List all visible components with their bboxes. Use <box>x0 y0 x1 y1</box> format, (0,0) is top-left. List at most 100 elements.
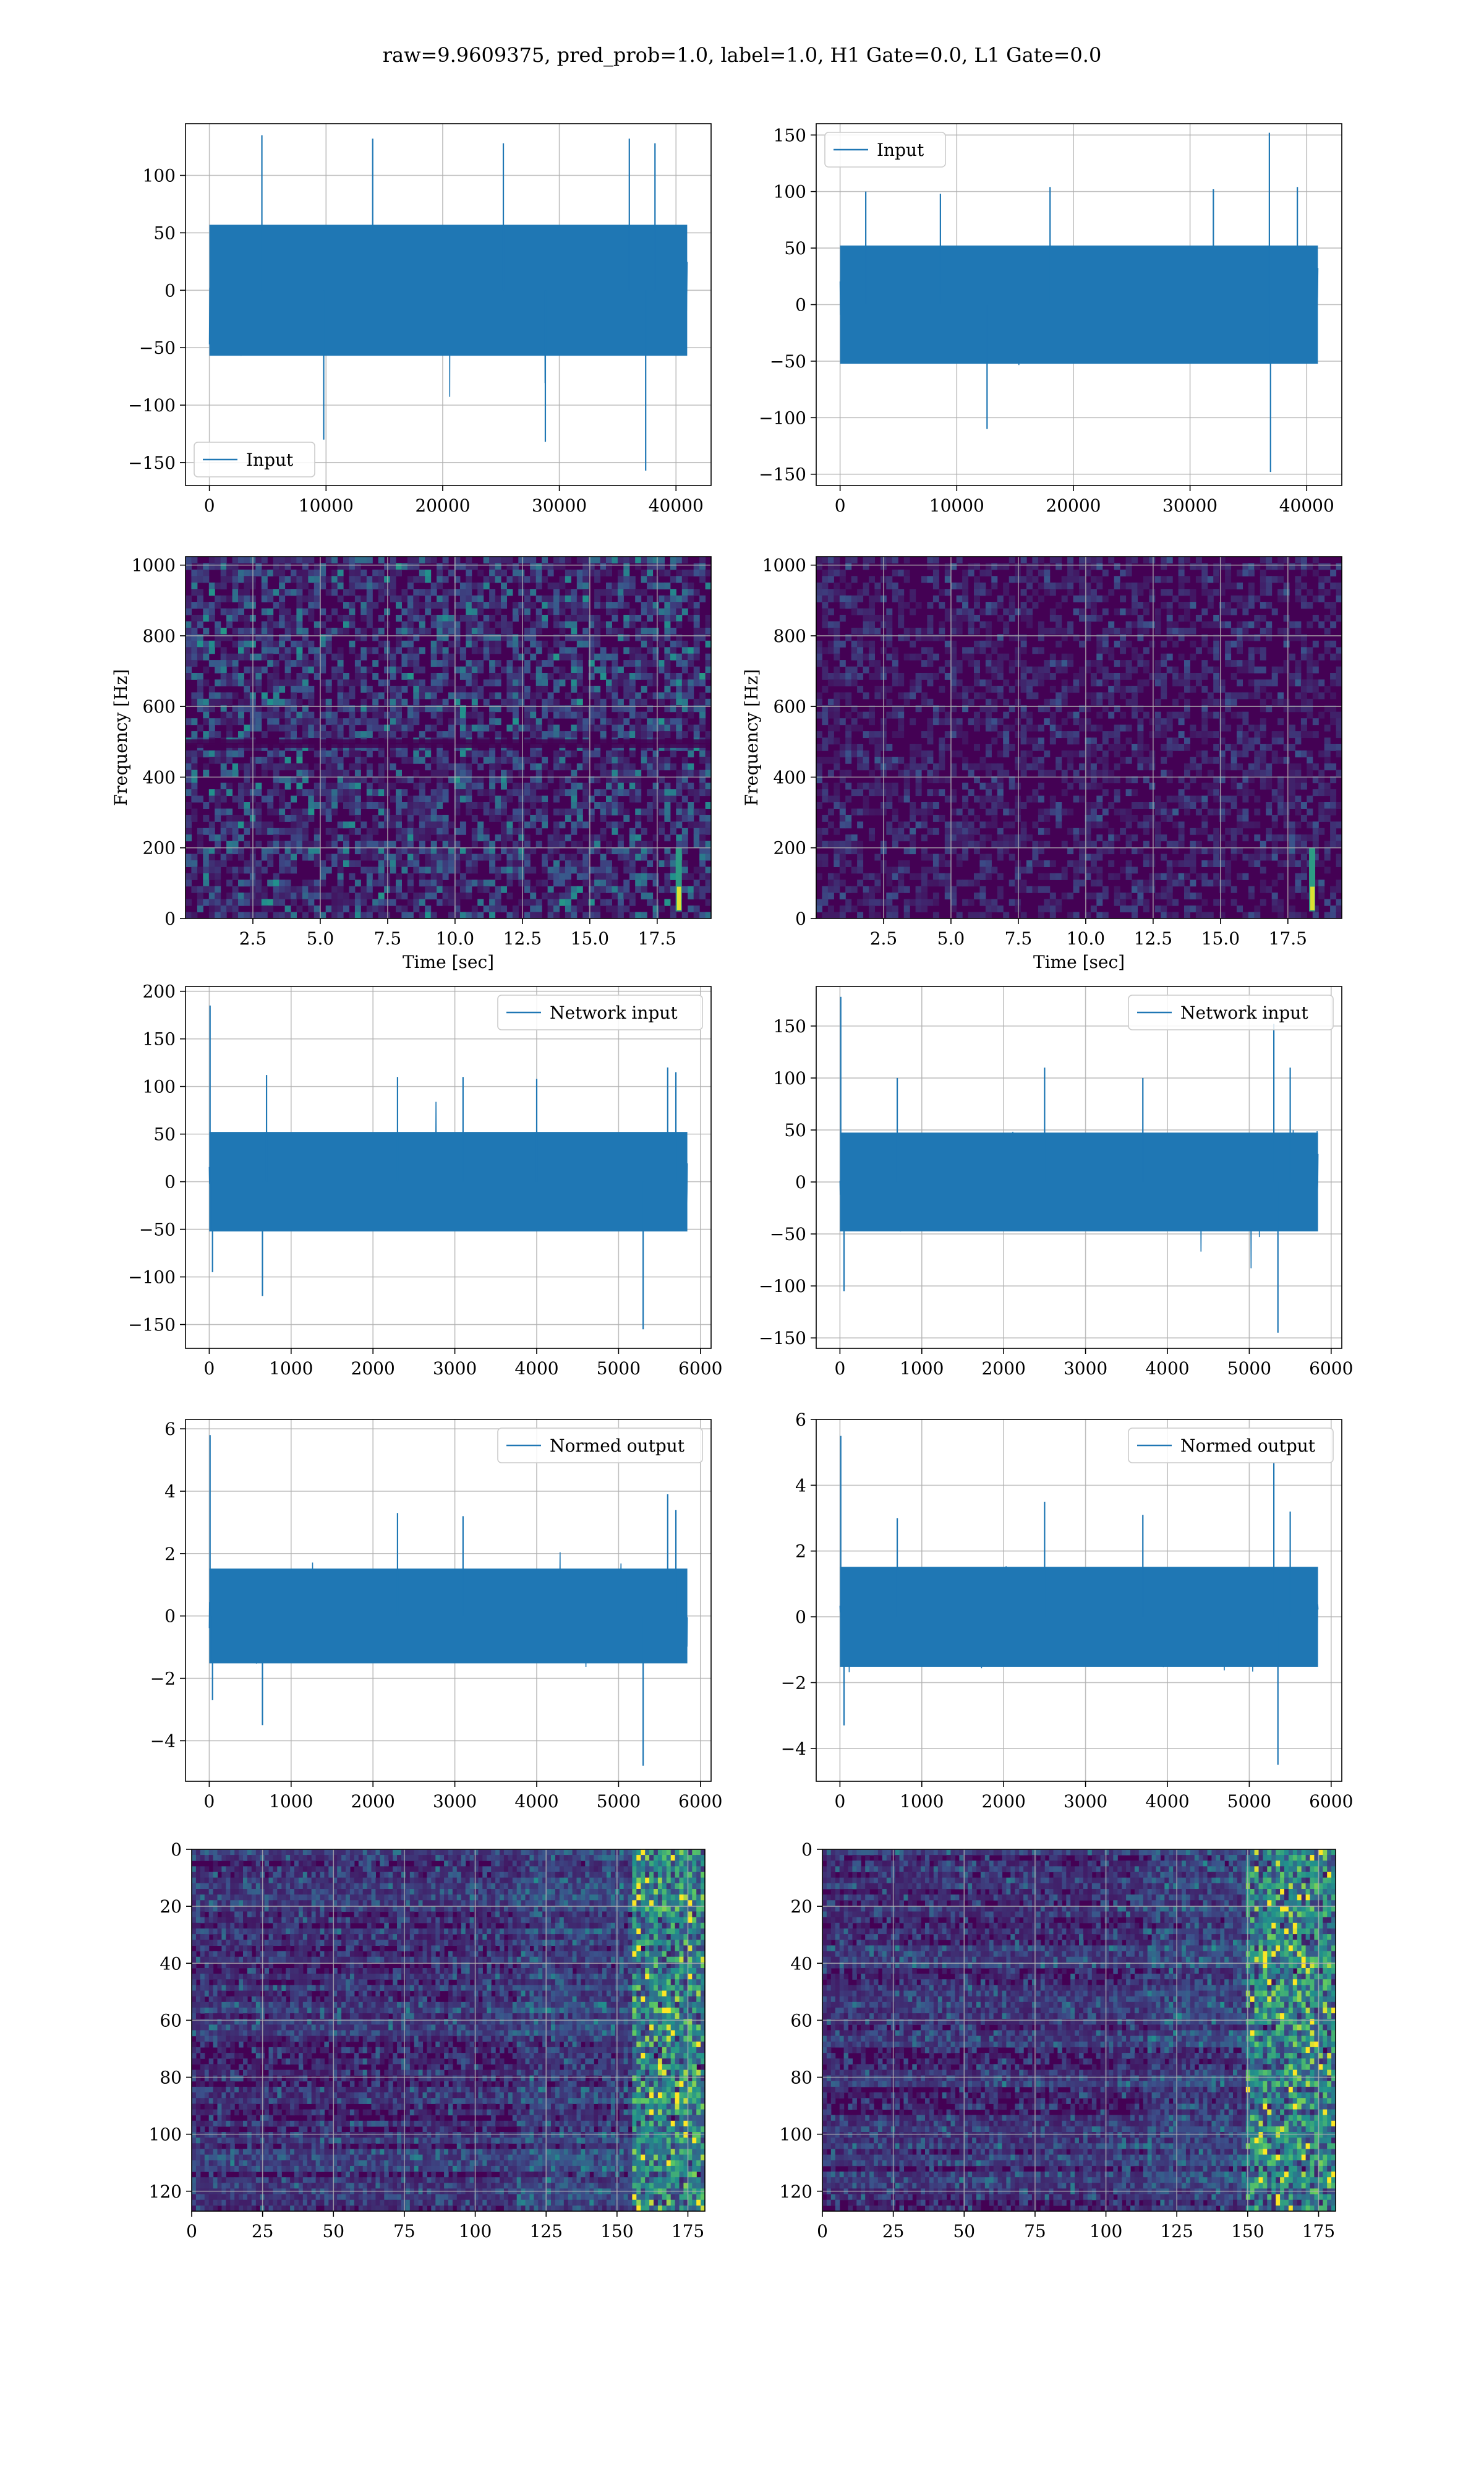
xtick-label: 125 <box>529 2221 562 2241</box>
plot-area-r3c1 <box>186 987 711 1348</box>
panel-r2c1: 2.5 5.0 7.5 10.0 12.5 15.0 17.5 0 200 400 600 800 10… <box>111 555 712 972</box>
ticks-r2c2: 2.5 5.0 7.5 10.0 12.5 15.0 17.5 0 200 400 600 800 10… <box>762 555 1307 949</box>
ytick-label: 150 <box>143 1029 176 1050</box>
xtick-label: 30000 <box>532 495 587 516</box>
panels: 0 10000 20000 30000 40000−150−100−50050100In… <box>111 123 1354 2241</box>
dark-row-feature <box>186 739 711 745</box>
ticks-r4c1: 0 1000 2000 3000 4000 5000 6000 −4 −2 0 2 4 6 <box>150 1419 723 1812</box>
xtick-label: 15.0 <box>1201 928 1240 949</box>
xtick-label: 7.5 <box>1005 928 1033 949</box>
xtick-label: 2000 <box>982 1791 1026 1812</box>
ytick-label: 0 <box>164 1172 176 1192</box>
panel-r4c1: 0 1000 2000 3000 4000 5000 6000 −4 −2 0 2 4 6 Normed … <box>150 1419 723 1812</box>
ytick-label: 100 <box>143 1077 176 1097</box>
xtick-label: 30000 <box>1162 495 1217 516</box>
axes-frame-r5c1 <box>191 1849 706 2212</box>
ytick-label: 100 <box>774 1068 806 1089</box>
xtick-label: 25 <box>882 2221 905 2241</box>
chirp-feature <box>1309 847 1316 912</box>
ytick-label: −150 <box>759 464 806 485</box>
ytick-label: −50 <box>770 351 806 372</box>
xtick-label: 50 <box>322 2221 344 2241</box>
ytick-label: 0 <box>164 1606 176 1627</box>
legend-r3c2: Network input <box>1128 995 1334 1030</box>
xtick-label: 0 <box>203 1791 215 1812</box>
x-axis-label: Time [sec] <box>1033 952 1125 972</box>
xtick-label: 15.0 <box>571 928 609 949</box>
ytick-label: 2 <box>164 1544 176 1564</box>
xtick-label: 175 <box>672 2221 704 2241</box>
panel-r5c1: 0 25 50 75 100 125 150 175 0 20 40 60 80 100 120 <box>149 1839 706 2241</box>
axes-frame-r2c2 <box>816 556 1342 919</box>
plot-area-r5c2 <box>822 1849 1336 2211</box>
xtick-label: 75 <box>393 2221 416 2241</box>
xtick-label: 4000 <box>514 1791 558 1812</box>
ytick-label: 150 <box>774 1016 806 1037</box>
xtick-label: 40000 <box>1279 495 1334 516</box>
series-band-r4c1 <box>209 1569 688 1664</box>
xtick-label: 6000 <box>678 1358 722 1379</box>
axes-frame-r3c2 <box>816 986 1342 1349</box>
ticks-r2c1: 2.5 5.0 7.5 10.0 12.5 15.0 17.5 0 200 400 600 800 10… <box>132 555 676 949</box>
axes-frame-r1c1 <box>185 123 712 486</box>
ytick-label: −100 <box>759 408 806 428</box>
xtick-label: 40000 <box>649 495 704 516</box>
ytick-label: 200 <box>143 982 176 1002</box>
panel-r1c2: 0 10000 20000 30000 40000 −150 −100 −50 0 50 100 15… <box>759 123 1342 516</box>
plot-area-r3c2 <box>816 987 1342 1348</box>
axes-frame-r4c1 <box>185 1419 712 1782</box>
ticks-r3c1: 0 1000 2000 3000 4000 5000 6000 −150 −100 −50 0 50 1… <box>128 982 722 1379</box>
xtick-label: 2000 <box>351 1358 395 1379</box>
xtick-label: 2000 <box>982 1358 1026 1379</box>
legend-r4c2: Normed output <box>1128 1427 1334 1463</box>
legend-label: Normed output <box>550 1436 685 1456</box>
xtick-label: 0 <box>835 495 846 516</box>
ytick-label: 4 <box>795 1475 806 1496</box>
legend-label: Network input <box>550 1003 678 1023</box>
xtick-label: 3000 <box>1064 1358 1107 1379</box>
xtick-label: 5.0 <box>937 928 965 949</box>
plot-area-r4c1 <box>186 1419 711 1781</box>
xtick-label: 1000 <box>900 1791 944 1812</box>
ytick-label: 120 <box>780 2181 812 2202</box>
grid-r5c1 <box>192 1849 705 2211</box>
xtick-label: 2.5 <box>239 928 267 949</box>
y-axis-label: Frequency [Hz] <box>111 669 131 806</box>
xtick-label: 10.0 <box>1067 928 1105 949</box>
ticks-r3c2: 0 1000 2000 3000 4000 5000 6000 −150 −100 −50 0 50 1… <box>759 1016 1353 1379</box>
axes-frame-r2c1 <box>185 556 712 919</box>
x-axis-label: Time [sec] <box>403 952 494 972</box>
ticks-r4c2: 0 1000 2000 3000 4000 5000 6000 −4 −2 0 2 4 6 <box>781 1410 1354 1812</box>
xtick-label: 4000 <box>1145 1791 1189 1812</box>
xtick-label: 2000 <box>351 1791 395 1812</box>
ytick-label: 800 <box>774 626 806 646</box>
xtick-label: 0 <box>834 1358 845 1379</box>
series-band-r4c2 <box>840 1567 1318 1667</box>
axes-frame-r5c2 <box>822 1849 1336 2212</box>
ytick-label: 40 <box>160 1953 182 1974</box>
xtick-label: 100 <box>1090 2221 1122 2241</box>
xtick-label: 25 <box>252 2221 274 2241</box>
plot-area-r2c1 <box>186 557 711 918</box>
ytick-label: 0 <box>795 295 806 315</box>
xtick-label: 6000 <box>1309 1358 1353 1379</box>
xtick-label: 75 <box>1024 2221 1046 2241</box>
series-band-r3c2 <box>840 1132 1318 1231</box>
legend-label: Input <box>246 450 294 470</box>
ytick-label: 0 <box>795 1172 806 1192</box>
chirp-peak <box>676 886 681 910</box>
xtick-label: 0 <box>204 495 215 516</box>
grid-r2c1 <box>186 557 711 918</box>
ytick-label: −4 <box>150 1731 176 1751</box>
legend-label: Input <box>877 140 924 160</box>
axes-frame-r4c2 <box>816 1419 1342 1782</box>
ytick-label: −4 <box>781 1739 806 1759</box>
series-band-r1c1 <box>209 225 688 356</box>
ytick-label: 0 <box>164 280 176 301</box>
dark-row-feature <box>186 743 711 748</box>
ytick-label: 600 <box>143 696 176 717</box>
ytick-label: −150 <box>128 453 176 473</box>
xtick-label: 3000 <box>433 1358 477 1379</box>
ytick-label: 6 <box>795 1410 806 1430</box>
